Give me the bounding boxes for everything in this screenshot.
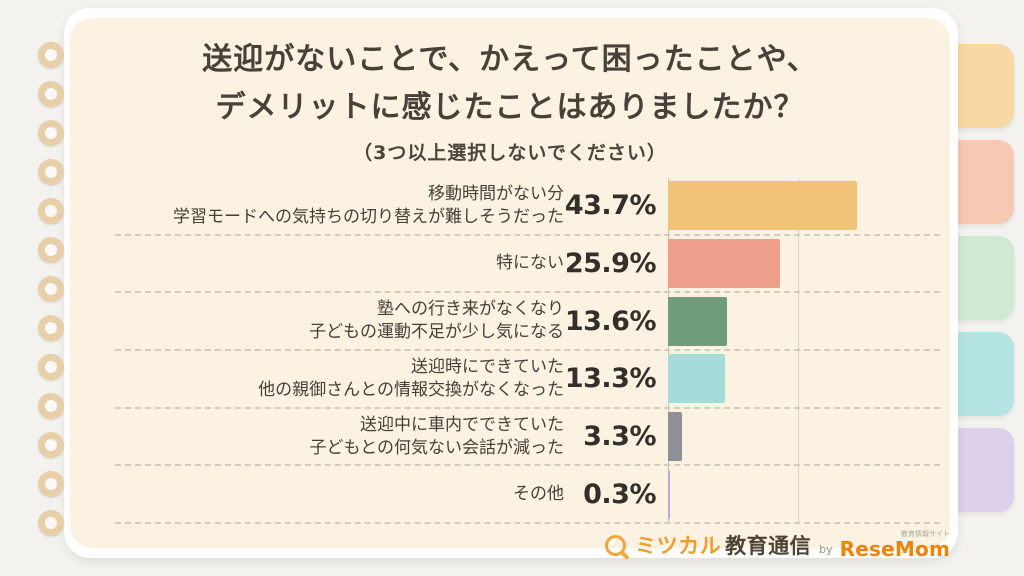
category-label: 特にない bbox=[115, 252, 564, 275]
binder-ring-icon bbox=[38, 159, 64, 185]
category-label: その他 bbox=[115, 483, 564, 506]
binder-ring-icon bbox=[38, 276, 64, 302]
value-label: 13.6% bbox=[564, 305, 657, 337]
bar-chart: 移動時間がない分 学習モードへの気持ちの切り替えが難しそうだった 43.7% 特… bbox=[115, 178, 940, 525]
bar-track bbox=[668, 239, 884, 289]
bar-segment bbox=[668, 181, 857, 231]
value-label: 13.3% bbox=[564, 363, 657, 395]
category-label-line: 学習モードへの気持ちの切り替えが難しそうだった bbox=[173, 206, 564, 227]
chart-row-6: その他 0.3% bbox=[115, 466, 940, 525]
chart-plot-grid bbox=[668, 178, 884, 525]
category-label: 塾への行き来がなくなり 子どもの運動不足が少し気になる bbox=[115, 298, 564, 344]
chart-row-2: 特にない 25.9% bbox=[115, 236, 940, 294]
footer-brand: ミツカル 教育通信 by 教育情報サイト ReseMom bbox=[605, 529, 950, 561]
binder-ring-icon bbox=[38, 471, 64, 497]
bar-track bbox=[668, 181, 884, 231]
binder-ring-icon bbox=[38, 393, 64, 419]
bar-track bbox=[668, 412, 884, 462]
category-label: 送迎時にできていた 他の親御さんとの情報交換がなくなった bbox=[115, 356, 564, 402]
brand-kyoiku-tsushin: 教育通信 bbox=[725, 534, 812, 558]
bar-segment bbox=[668, 412, 683, 462]
category-label-line: 移動時間がない分 bbox=[428, 183, 564, 204]
binder-ring-icon bbox=[38, 42, 64, 68]
binder-ring-icon bbox=[38, 198, 64, 224]
binder-ring-icon bbox=[38, 81, 64, 107]
chart-subtitle: （3つ以上選択しないでください） bbox=[353, 142, 667, 164]
brand-resemom: ReseMom bbox=[839, 537, 950, 561]
value-label: 43.7% bbox=[564, 190, 657, 222]
category-label: 送迎中に車内でできていた 子どもとの何気ない会話が減った bbox=[115, 414, 565, 460]
bar-segment bbox=[668, 296, 727, 346]
category-label-line: 他の親御さんとの情報交換がなくなった bbox=[258, 379, 564, 400]
axis-baseline bbox=[668, 178, 669, 525]
category-label-line: その他 bbox=[513, 483, 564, 504]
bar-track bbox=[668, 296, 884, 346]
binder-ring-icon bbox=[38, 315, 64, 341]
binder-ring-icon bbox=[38, 432, 64, 458]
chart-row-1: 移動時間がない分 学習モードへの気持ちの切り替えが難しそうだった 43.7% bbox=[115, 178, 940, 236]
notebook-page bbox=[70, 18, 950, 548]
category-label-line: 送迎中に車内でできていた bbox=[360, 414, 564, 435]
binder-ring-icon bbox=[38, 237, 64, 263]
spiral-binding bbox=[38, 42, 64, 536]
magnifier-icon bbox=[605, 534, 627, 556]
chart-row-5: 送迎中に車内でできていた 子どもとの何気ない会話が減った 3.3% bbox=[115, 409, 940, 467]
category-label-line: 子どもの運動不足が少し気になる bbox=[309, 322, 564, 343]
binder-ring-icon bbox=[38, 354, 64, 380]
bar-segment bbox=[668, 469, 670, 519]
value-label: 0.3% bbox=[583, 478, 656, 510]
bar-segment bbox=[668, 354, 726, 404]
chart-title-line2: デメリットに感じたことはありましたか？ bbox=[215, 90, 805, 125]
brand-mitsucal: ミツカル bbox=[635, 534, 722, 558]
chart-title-block: 送迎がないことで、かえって困ったことや、 デメリットに感じたことはありましたか？… bbox=[70, 36, 950, 165]
category-label-line: 子どもとの何気ない会話が減った bbox=[309, 437, 565, 458]
brand-resemom-tagline: 教育情報サイト bbox=[901, 530, 950, 538]
binder-ring-icon bbox=[38, 510, 64, 536]
category-label: 移動時間がない分 学習モードへの気持ちの切り替えが難しそうだった bbox=[115, 183, 564, 229]
bar-track bbox=[668, 354, 884, 404]
bar-segment bbox=[668, 239, 780, 289]
category-label-line: 特にない bbox=[496, 253, 564, 274]
category-label-line: 塾への行き来がなくなり bbox=[377, 299, 564, 320]
value-label: 25.9% bbox=[564, 248, 657, 280]
bar-track bbox=[668, 469, 884, 519]
chart-row-4: 送迎時にできていた 他の親御さんとの情報交換がなくなった 13.3% bbox=[115, 351, 940, 409]
category-label-line: 送迎時にできていた bbox=[411, 356, 564, 377]
chart-title-line1: 送迎がないことで、かえって困ったことや、 bbox=[202, 42, 818, 77]
gridline-30pct bbox=[797, 178, 799, 525]
brand-by-label: by bbox=[819, 542, 833, 556]
brand-resemom-logo: 教育情報サイト ReseMom bbox=[839, 530, 950, 561]
value-label: 3.3% bbox=[583, 421, 656, 453]
binder-ring-icon bbox=[38, 120, 64, 146]
chart-row-3: 塾への行き来がなくなり 子どもの運動不足が少し気になる 13.6% bbox=[115, 293, 940, 352]
